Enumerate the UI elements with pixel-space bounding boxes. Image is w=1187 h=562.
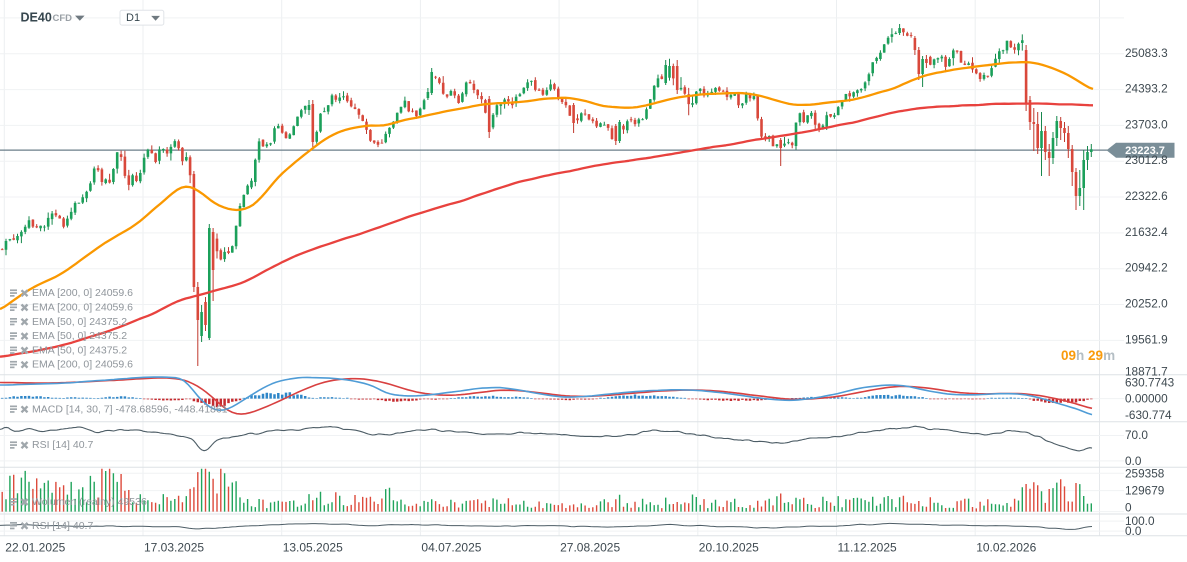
svg-text:19561.9: 19561.9 bbox=[1125, 332, 1168, 346]
svg-text:22.01.2025: 22.01.2025 bbox=[5, 541, 65, 555]
svg-text:20.10.2025: 20.10.2025 bbox=[699, 541, 759, 555]
svg-text:20252.0: 20252.0 bbox=[1125, 297, 1168, 311]
svg-text:RSI [14] 40.7: RSI [14] 40.7 bbox=[32, 439, 93, 451]
svg-text:100.0: 100.0 bbox=[1125, 514, 1155, 528]
svg-text:D1: D1 bbox=[126, 12, 140, 24]
svg-text:Wolumen (realny) 49536: Wolumen (realny) 49536 bbox=[32, 496, 147, 508]
svg-text:0.0: 0.0 bbox=[1125, 524, 1142, 538]
svg-text:18871.7: 18871.7 bbox=[1125, 364, 1168, 378]
svg-text:11.12.2025: 11.12.2025 bbox=[838, 541, 897, 555]
svg-text:0.0: 0.0 bbox=[1125, 454, 1142, 468]
svg-text:0.00000: 0.00000 bbox=[1125, 392, 1168, 406]
svg-text:EMA [200, 0] 24059.6: EMA [200, 0] 24059.6 bbox=[32, 287, 133, 299]
svg-text:-630.774: -630.774 bbox=[1125, 408, 1172, 422]
svg-text:23012.8: 23012.8 bbox=[1125, 153, 1168, 167]
svg-text:23703.0: 23703.0 bbox=[1125, 117, 1168, 131]
svg-text:630.7743: 630.7743 bbox=[1125, 376, 1175, 390]
svg-text:259358: 259358 bbox=[1125, 466, 1165, 480]
svg-text:22322.6: 22322.6 bbox=[1125, 189, 1168, 203]
svg-text:10.02.2026: 10.02.2026 bbox=[976, 541, 1036, 555]
svg-text:CFD: CFD bbox=[53, 13, 73, 24]
svg-text:EMA [50, 0] 24375.2: EMA [50, 0] 24375.2 bbox=[32, 330, 127, 342]
svg-text:24393.2: 24393.2 bbox=[1125, 82, 1168, 96]
svg-text:25083.3: 25083.3 bbox=[1125, 46, 1168, 60]
svg-text:70.0: 70.0 bbox=[1125, 428, 1148, 442]
svg-text:EMA [200, 0] 24059.6: EMA [200, 0] 24059.6 bbox=[32, 359, 133, 371]
svg-text:EMA [200, 0] 24059.6: EMA [200, 0] 24059.6 bbox=[32, 302, 133, 314]
svg-text:RSI [14] 40.7: RSI [14] 40.7 bbox=[32, 520, 93, 532]
svg-text:EMA [50, 0] 24375.2: EMA [50, 0] 24375.2 bbox=[32, 316, 127, 328]
svg-text:MACD [14, 30, 7] -478.68596, -: MACD [14, 30, 7] -478.68596, -448.41861 bbox=[32, 403, 228, 415]
svg-text:129679: 129679 bbox=[1125, 484, 1164, 498]
svg-text:21632.4: 21632.4 bbox=[1125, 225, 1168, 239]
svg-text:EMA [50, 0] 24375.2: EMA [50, 0] 24375.2 bbox=[32, 344, 127, 356]
svg-text:09h 29m: 09h 29m bbox=[1061, 347, 1115, 362]
svg-text:27.08.2025: 27.08.2025 bbox=[560, 541, 620, 555]
svg-text:0: 0 bbox=[1125, 501, 1132, 515]
svg-text:04.07.2025: 04.07.2025 bbox=[421, 541, 481, 555]
svg-text:17.03.2025: 17.03.2025 bbox=[144, 541, 204, 555]
svg-text:20942.2: 20942.2 bbox=[1125, 261, 1168, 275]
svg-text:13.05.2025: 13.05.2025 bbox=[283, 541, 343, 555]
svg-text:23223.7: 23223.7 bbox=[1125, 145, 1165, 157]
svg-text:DE40: DE40 bbox=[21, 11, 52, 25]
